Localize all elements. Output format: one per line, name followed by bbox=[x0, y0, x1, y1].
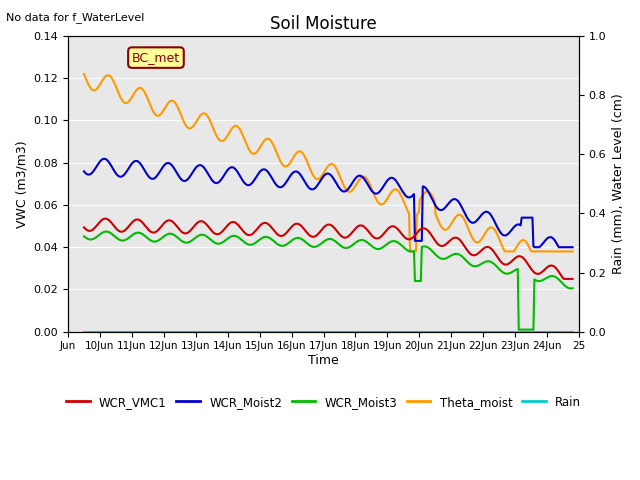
X-axis label: Time: Time bbox=[308, 354, 339, 367]
Y-axis label: VWC (m3/m3): VWC (m3/m3) bbox=[15, 140, 28, 228]
Text: BC_met: BC_met bbox=[132, 51, 180, 64]
Title: Soil Moisture: Soil Moisture bbox=[270, 15, 377, 33]
Legend: WCR_VMC1, WCR_Moist2, WCR_Moist3, Theta_moist, Rain: WCR_VMC1, WCR_Moist2, WCR_Moist3, Theta_… bbox=[61, 391, 586, 413]
Text: No data for f_WaterLevel: No data for f_WaterLevel bbox=[6, 12, 145, 23]
Y-axis label: Rain (mm), Water Level (cm): Rain (mm), Water Level (cm) bbox=[612, 94, 625, 274]
